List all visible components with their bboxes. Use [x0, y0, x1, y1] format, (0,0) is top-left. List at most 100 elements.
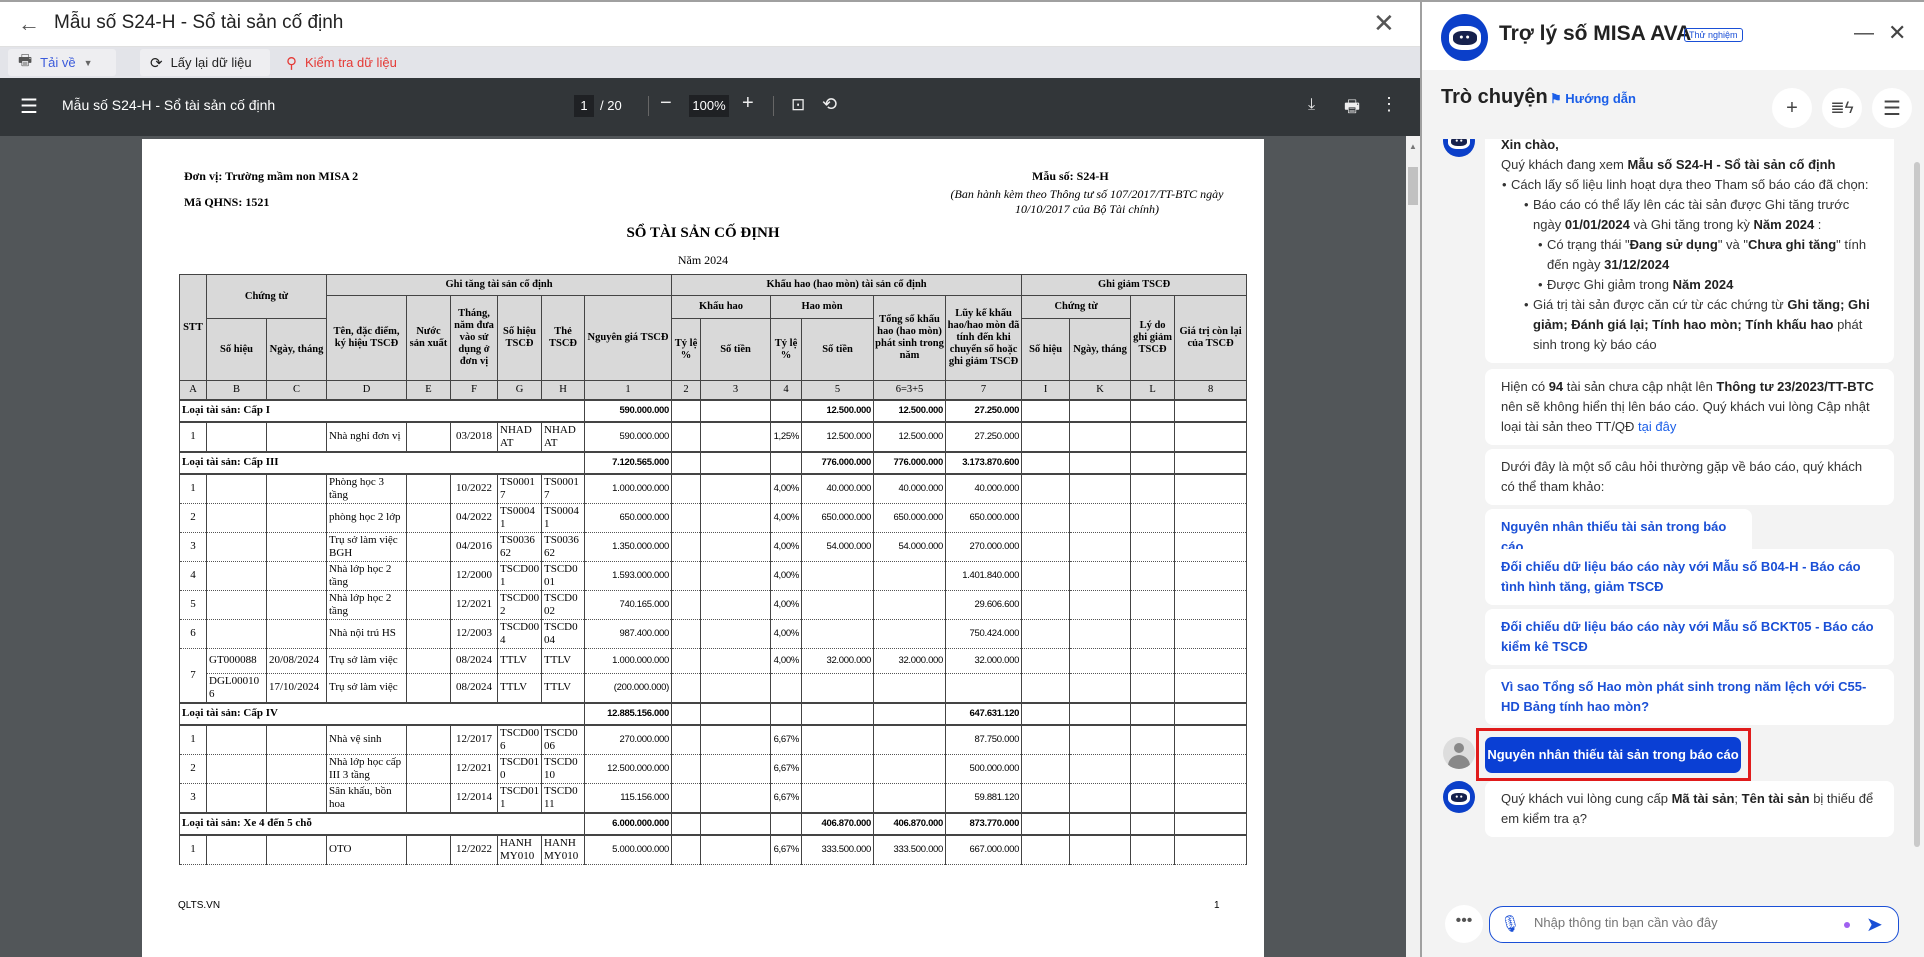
table-cell [406, 473, 451, 504]
table-cell [206, 783, 267, 813]
th-index: B [206, 380, 267, 400]
table-cell [266, 783, 327, 813]
title-bar: ← Mẫu số S24-H - Sổ tài sản cố định ✕ [0, 2, 1420, 47]
table-cell: 115.156.000 [583, 783, 673, 813]
table-cell: 12.500.000 [873, 421, 947, 452]
stt-cell: 1 [179, 724, 207, 755]
message-text: Quý khách vui lòng cung cấp [1501, 791, 1672, 806]
menu-icon[interactable]: ☰ [20, 96, 38, 118]
check-data-button[interactable]: ⚲ Kiểm tra dữ liệu [276, 49, 407, 76]
empty-cell [1174, 561, 1248, 591]
stt-cell: 7 [179, 648, 207, 703]
table-cell: Trụ sở làm việc BGH [326, 532, 407, 562]
fit-page-icon[interactable]: ⊡ [791, 95, 806, 114]
table-cell: Nhà lớp học 2 tầng [326, 561, 407, 591]
table-row: 6 Nhà nội trú HS 12/2003 TSCD00 4 TSCD0 04 98… [179, 619, 1248, 649]
table-cell: 32.000.000 [801, 648, 875, 674]
update-link[interactable]: tại đây [1638, 419, 1677, 434]
table-cell: TSCD00 6 [497, 724, 542, 755]
table-cell [700, 673, 772, 703]
footer-site: QLTS.VN [178, 900, 221, 911]
table-cell [266, 834, 327, 865]
empty-cell [1174, 811, 1248, 836]
suggestion-button[interactable]: Vì sao Tổng số Hao mòn phát sinh trong n… [1485, 669, 1894, 725]
table-cell: 08/2024 [450, 648, 498, 674]
table-cell: TTLV [497, 648, 542, 674]
table-cell: 650.000.000 [583, 503, 673, 533]
table-cell: 667.000.000 [945, 834, 1023, 865]
empty-cell [770, 398, 803, 423]
group-nguyen-gia: 590.000.000 [583, 398, 673, 423]
message-line: Có trạng thái "Đang sử dụng" và "Chưa gh… [1501, 235, 1878, 275]
empty-cell [1130, 561, 1176, 591]
table-cell: 12.500.000 [801, 421, 875, 452]
viewer-scrollbar[interactable]: ▲ [1406, 136, 1420, 957]
suggestion-button[interactable]: Đối chiếu dữ liệu báo cáo này với Mẫu số… [1485, 609, 1894, 665]
table-cell: 6,67% [770, 783, 803, 813]
reload-data-button[interactable]: ⟳ Lấy lại dữ liệu [140, 49, 270, 76]
table-cell: 1.000.000.000 [583, 648, 673, 674]
table-cell [406, 724, 451, 755]
table-cell [406, 619, 451, 649]
scroll-up-icon[interactable]: ▲ [1409, 142, 1417, 151]
message-text: Mã tài sản [1671, 791, 1735, 806]
download-button[interactable]: 🖶 Tải về ▼ [8, 49, 116, 76]
minimize-icon[interactable]: — [1854, 22, 1874, 44]
more-options-button[interactable]: ••• [1445, 905, 1483, 943]
zoom-level[interactable]: 100% [689, 95, 729, 117]
chat-input[interactable] [1534, 915, 1834, 930]
zoom-out-icon[interactable]: − [660, 92, 672, 114]
quick-actions-button[interactable]: ≣ϟ [1822, 88, 1862, 128]
back-arrow-icon[interactable]: ← [18, 11, 40, 36]
table-cell [406, 673, 451, 703]
group-label: Loại tài sản: Cấp IV [179, 701, 585, 726]
table-cell [700, 590, 772, 620]
close-icon[interactable]: ✕ [1888, 20, 1907, 45]
empty-cell [770, 701, 803, 726]
group-row: Loại tài sản: Xe 4 đến 5 chỗ 6.000.000.00… [179, 811, 1248, 836]
table-cell [266, 532, 327, 562]
th-index: 5 [801, 380, 875, 400]
page-input[interactable]: 1 [574, 95, 594, 117]
empty-cell [1130, 421, 1176, 452]
send-icon[interactable]: ➤ [1866, 914, 1883, 936]
empty-cell [770, 450, 803, 475]
table-cell [266, 421, 327, 452]
table-cell: TS0036 62 [497, 532, 542, 562]
table-cell [770, 673, 803, 703]
more-vert-icon[interactable]: ⋮ [1380, 94, 1398, 114]
table-cell [406, 590, 451, 620]
new-chat-button[interactable]: + [1772, 88, 1812, 128]
qhns-code: Mã QHNS: 1521 [184, 195, 270, 209]
empty-cell [1174, 834, 1248, 865]
th-tong: Tổng số khấu hao (hao mòn) phát sinh tro… [873, 295, 947, 381]
table-cell [266, 503, 327, 533]
group-hm-so-tien: 406.870.000 [801, 811, 875, 836]
empty-cell [700, 811, 772, 836]
rotate-icon[interactable]: ⟲ [822, 94, 838, 114]
print-icon[interactable]: 🖶 [1344, 97, 1361, 116]
table-cell [206, 619, 267, 649]
check-label: Kiểm tra dữ liệu [305, 55, 397, 70]
chat-scrollbar[interactable] [1914, 162, 1920, 847]
empty-cell [1130, 450, 1176, 475]
microphone-icon[interactable]: 🎙 [1500, 916, 1521, 933]
guide-link[interactable]: ⚑ Hướng dẫn [1550, 91, 1636, 107]
scrollbar-thumb[interactable] [1408, 167, 1418, 205]
table-cell: TSCD00 2 [497, 590, 542, 620]
zoom-in-icon[interactable]: + [742, 92, 754, 114]
table-cell: 27.250.000 [945, 421, 1023, 452]
suggestion-button[interactable]: Đối chiếu dữ liệu báo cáo này với Mẫu số… [1485, 549, 1894, 605]
table-cell [406, 421, 451, 452]
message-text: 94 [1548, 379, 1564, 394]
message-text: 01/01/2024 [1564, 217, 1630, 232]
footer-page-number: 1 [1214, 900, 1220, 911]
table-cell: 1.000.000.000 [583, 473, 673, 504]
menu-button[interactable]: ☰ [1872, 88, 1912, 128]
divider [773, 96, 774, 116]
close-icon[interactable]: ✕ [1373, 8, 1395, 38]
download-icon[interactable]: ⤓ [1308, 96, 1316, 113]
table-cell [406, 561, 451, 591]
search-icon: ⚲ [286, 54, 297, 72]
table-cell [206, 834, 267, 865]
